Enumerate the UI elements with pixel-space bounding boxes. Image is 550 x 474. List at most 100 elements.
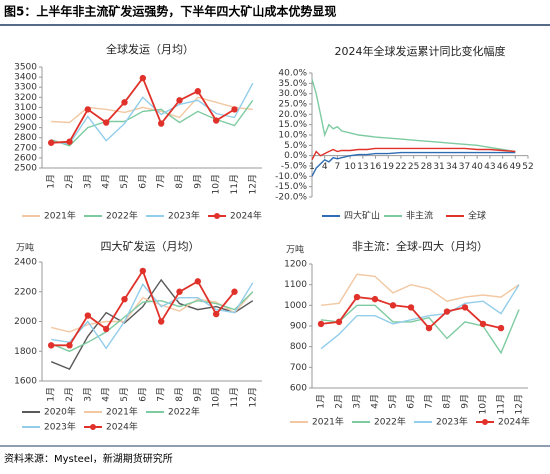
y-tick-label: 2900 xyxy=(14,123,37,133)
x-tick-label: 4 xyxy=(322,162,328,172)
series-marker xyxy=(231,288,238,295)
x-tick-label: 11月 xyxy=(496,394,507,414)
series-line xyxy=(311,79,516,153)
x-tick-label: 9月 xyxy=(460,394,471,409)
y-tick-label: 900 xyxy=(290,322,307,332)
y-tick-label: 2800 xyxy=(14,133,37,143)
series-line xyxy=(320,273,520,306)
x-tick-label: 34 xyxy=(446,162,458,172)
series-marker xyxy=(157,318,165,325)
legend-label: 2023年 xyxy=(168,210,200,222)
y-axis-unit: 万吨 xyxy=(286,244,304,256)
x-tick-label: 9月 xyxy=(192,387,203,402)
series-marker xyxy=(407,304,415,311)
series-marker xyxy=(317,320,325,328)
series-marker xyxy=(443,308,451,315)
y-tick-label: -15.0% xyxy=(275,182,307,192)
legend-label: 2023年 xyxy=(44,421,76,433)
series-marker xyxy=(121,99,128,106)
series-line xyxy=(51,82,254,145)
y-tick-label: 3500 xyxy=(14,63,37,73)
x-tick-label: 10月 xyxy=(211,387,222,407)
y-tick-label: 600 xyxy=(290,384,307,394)
source-note: 资料来源：Mysteel，新湖期货研究所 xyxy=(4,452,173,465)
legend-label: 2021年 xyxy=(44,210,76,222)
x-tick-label: 25 xyxy=(408,162,419,172)
x-tick-label: 5月 xyxy=(119,174,130,189)
series-marker xyxy=(231,106,238,113)
x-tick-label: 8月 xyxy=(174,174,185,189)
y-tick-label: 2000 xyxy=(14,317,37,327)
series-marker xyxy=(102,325,110,333)
chart-title: 非主流：全球-四大（月均） xyxy=(352,239,488,253)
x-tick-label: 52 xyxy=(522,162,533,172)
y-tick-label: 1100 xyxy=(284,280,307,290)
series-marker xyxy=(139,267,147,275)
y-tick-label: -10.0% xyxy=(275,172,307,182)
x-tick-label: 7月 xyxy=(424,394,435,409)
x-tick-label: 43 xyxy=(484,162,495,172)
figure-title: 图5：上半年非主流矿发运强势，下半年四大矿山成本优势显现 xyxy=(4,4,336,19)
x-tick-label: 10 xyxy=(344,162,356,172)
series-marker xyxy=(497,324,505,332)
x-tick-label: 6月 xyxy=(137,387,148,402)
y-tick-label: 0.0% xyxy=(284,151,307,161)
x-tick-label: 13 xyxy=(357,162,368,172)
y-tick-label: 15.0% xyxy=(278,120,307,130)
x-tick-label: 28 xyxy=(421,162,433,172)
x-tick-label: 7月 xyxy=(156,387,167,402)
x-tick-label: 2月 xyxy=(64,387,75,402)
y-tick-label: 2200 xyxy=(14,287,37,297)
y-tick-label: 30.0% xyxy=(278,89,307,99)
x-tick-label: 19 xyxy=(383,162,395,172)
x-tick-label: 12月 xyxy=(247,174,258,194)
legend-label: 2024年 xyxy=(498,416,530,428)
x-tick-label: 1月 xyxy=(316,394,327,409)
y-tick-label: -20.0% xyxy=(275,193,307,203)
chart-title: 四大矿发运（月均） xyxy=(101,239,200,253)
series-marker xyxy=(479,320,487,328)
x-tick-label: 1月 xyxy=(46,387,57,402)
series-marker xyxy=(194,278,202,285)
x-tick-label: 49 xyxy=(510,162,522,172)
x-tick-label: 31 xyxy=(433,162,444,172)
series-marker xyxy=(194,88,202,95)
y-tick-label: 3100 xyxy=(14,103,37,113)
series-marker xyxy=(102,119,110,126)
x-tick-label: 6月 xyxy=(137,174,148,189)
legend-label: 2024年 xyxy=(106,421,138,433)
legend-marker xyxy=(482,419,488,425)
legend-label: 四大矿山 xyxy=(344,210,380,222)
series-marker xyxy=(212,117,220,124)
series-line xyxy=(50,99,254,147)
x-tick-label: 40 xyxy=(471,162,483,172)
y-tick-label: 1800 xyxy=(14,347,37,357)
x-tick-label: 10月 xyxy=(211,174,222,194)
x-tick-label: 1月 xyxy=(46,174,57,189)
x-tick-label: 7 xyxy=(335,162,341,172)
y-tick-label: 35.0% xyxy=(278,79,307,89)
y-tick-label: 3200 xyxy=(14,93,37,103)
y-tick-label: 2500 xyxy=(14,164,37,174)
y-tick-label: 3400 xyxy=(14,73,37,83)
x-tick-label: 5月 xyxy=(119,387,130,402)
series-marker xyxy=(121,295,128,303)
series-marker xyxy=(371,295,379,303)
series-marker xyxy=(66,342,73,349)
series-marker xyxy=(157,120,165,127)
x-tick-label: 7月 xyxy=(156,174,167,189)
series-line xyxy=(320,304,520,355)
y-tick-label: 10.0% xyxy=(278,131,307,141)
y-tick-label: 1200 xyxy=(284,260,307,270)
y-tick-label: 1600 xyxy=(14,377,37,387)
series-marker xyxy=(176,288,183,295)
x-tick-label: 11月 xyxy=(229,387,240,407)
legend-marker xyxy=(214,213,220,219)
y-tick-label: 20.0% xyxy=(278,110,307,120)
x-tick-label: 8月 xyxy=(442,394,453,409)
x-tick-label: 22 xyxy=(395,162,406,172)
series-marker xyxy=(84,312,92,319)
x-tick-label: 2月 xyxy=(334,394,345,409)
x-tick-label: 8月 xyxy=(174,387,185,402)
x-tick-label: 12月 xyxy=(247,387,258,407)
